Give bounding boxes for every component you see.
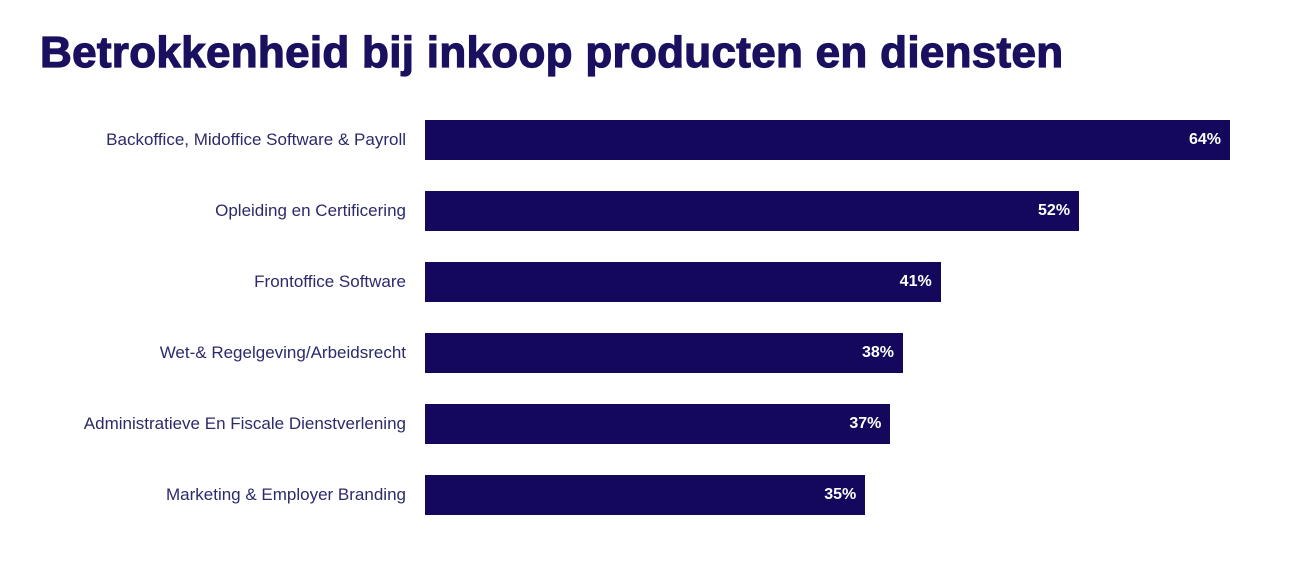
data-label: 38% bbox=[861, 344, 894, 361]
data-label: 64% bbox=[1188, 131, 1221, 148]
category-label: Backoffice, Midoffice Software & Payroll bbox=[106, 130, 406, 149]
bar: 64% bbox=[425, 120, 1230, 160]
data-label: 41% bbox=[899, 273, 932, 290]
bar-row: Backoffice, Midoffice Software & Payroll… bbox=[0, 120, 1292, 160]
bar: 35% bbox=[425, 475, 866, 515]
bar-row: Wet-& Regelgeving/Arbeidsrecht 38% bbox=[0, 333, 1292, 373]
data-label: 35% bbox=[824, 486, 857, 503]
category-label: Wet-& Regelgeving/Arbeidsrecht bbox=[159, 343, 406, 362]
bar-row: Frontoffice Software 41% bbox=[0, 262, 1292, 302]
category-label: Opleiding en Certificering bbox=[215, 201, 406, 220]
bar: 41% bbox=[425, 262, 941, 302]
bar: 37% bbox=[425, 404, 891, 444]
chart-title: Betrokkenheid bij inkoop producten en di… bbox=[39, 27, 1064, 77]
category-label: Administratieve En Fiscale Dienstverleni… bbox=[83, 414, 406, 433]
category-label: Marketing & Employer Branding bbox=[165, 485, 406, 504]
bar-row: Marketing & Employer Branding 35% bbox=[0, 475, 1292, 515]
data-label: 52% bbox=[1038, 202, 1071, 219]
bar-row: Opleiding en Certificering 52% bbox=[0, 191, 1292, 231]
bar: 38% bbox=[425, 333, 903, 373]
bar: 52% bbox=[425, 191, 1080, 231]
category-label: Frontoffice Software bbox=[254, 272, 406, 291]
data-label: 37% bbox=[849, 415, 882, 432]
bar-row: Administratieve En Fiscale Dienstverleni… bbox=[0, 404, 1292, 444]
